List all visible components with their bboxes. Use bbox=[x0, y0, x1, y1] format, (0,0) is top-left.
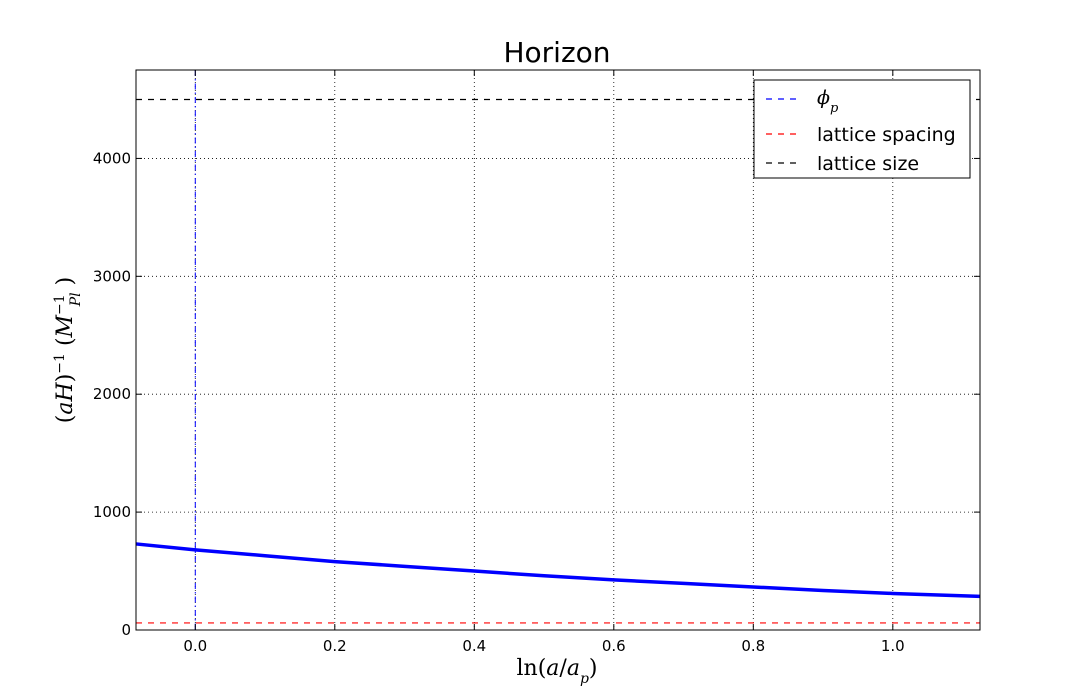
horizon-curve-line bbox=[135, 542, 981, 599]
y-tick-label: 3000 bbox=[93, 267, 131, 285]
x-tick-label: 0.0 bbox=[183, 637, 207, 655]
y-tick-label: 1000 bbox=[93, 503, 131, 521]
ticks: 0.0 0.2 0.4 0.6 0.8 1.0 0 1000 2000 3000 4000 bbox=[93, 70, 980, 655]
legend-label-phi-p: ϕp bbox=[817, 87, 839, 116]
y-tick-label: 4000 bbox=[93, 149, 131, 167]
x-tick-label: 0.4 bbox=[462, 637, 486, 655]
y-tick-label: 2000 bbox=[93, 385, 131, 403]
x-tick-label: 0.8 bbox=[741, 637, 765, 655]
plot-frame bbox=[135, 69, 981, 631]
series-layer bbox=[135, 70, 981, 630]
chart-title: Horizon bbox=[503, 36, 610, 69]
y-tick-label: 0 bbox=[121, 621, 131, 639]
x-tick-label: 0.2 bbox=[323, 637, 347, 655]
legend-label-lattice-size: lattice size bbox=[817, 153, 919, 175]
legend: ϕp lattice spacing lattice size bbox=[753, 79, 971, 179]
x-axis-label: ln(a/ap) bbox=[516, 656, 597, 687]
legend-box bbox=[753, 79, 971, 179]
legend-label-lattice-spacing: lattice spacing bbox=[817, 124, 956, 146]
y-axis-label: (aH)−1 (M−1Pl ) bbox=[52, 277, 84, 423]
x-tick-label: 0.6 bbox=[602, 637, 626, 655]
x-tick-label: 1.0 bbox=[881, 637, 905, 655]
